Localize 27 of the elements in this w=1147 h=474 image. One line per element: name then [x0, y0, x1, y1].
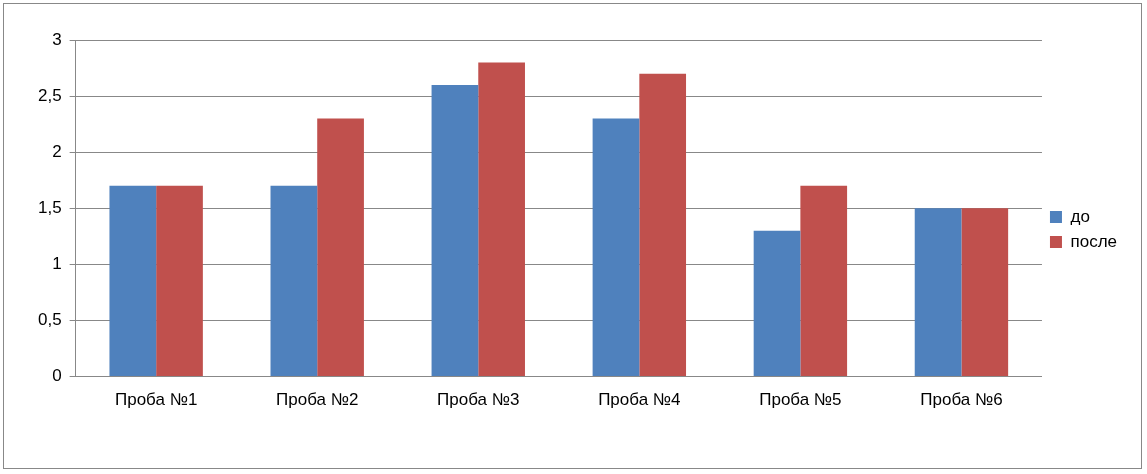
bar: [156, 185, 203, 377]
y-tick-label: 0,5: [37, 310, 62, 330]
bar: [592, 118, 640, 377]
bar: [431, 84, 479, 377]
x-tick-label: Проба №6: [920, 390, 1003, 410]
y-tick-label: 1: [52, 254, 62, 274]
bar: [961, 208, 1009, 377]
bar: [317, 118, 364, 377]
bar: [639, 73, 687, 377]
x-tick-label: Проба №2: [276, 390, 359, 410]
bar: [800, 185, 848, 377]
bar: [109, 185, 157, 377]
bar: [270, 185, 318, 377]
y-tick-label: 2: [52, 141, 62, 161]
legend-label: до: [1070, 206, 1090, 226]
x-tick-label: Проба №3: [437, 390, 520, 410]
y-tick-label: 2,5: [37, 85, 62, 105]
y-tick-label: 0: [52, 366, 62, 386]
x-tick-label: Проба №1: [114, 390, 198, 410]
bar: [753, 230, 801, 377]
x-tick-label: Проба №4: [598, 390, 681, 410]
bar: [478, 62, 525, 377]
legend-label: после: [1070, 231, 1118, 251]
y-tick-label: 1,5: [37, 197, 62, 217]
x-tick-label: Проба №5: [759, 390, 842, 410]
bar: [914, 208, 962, 377]
y-tick-label: 3: [52, 29, 62, 49]
